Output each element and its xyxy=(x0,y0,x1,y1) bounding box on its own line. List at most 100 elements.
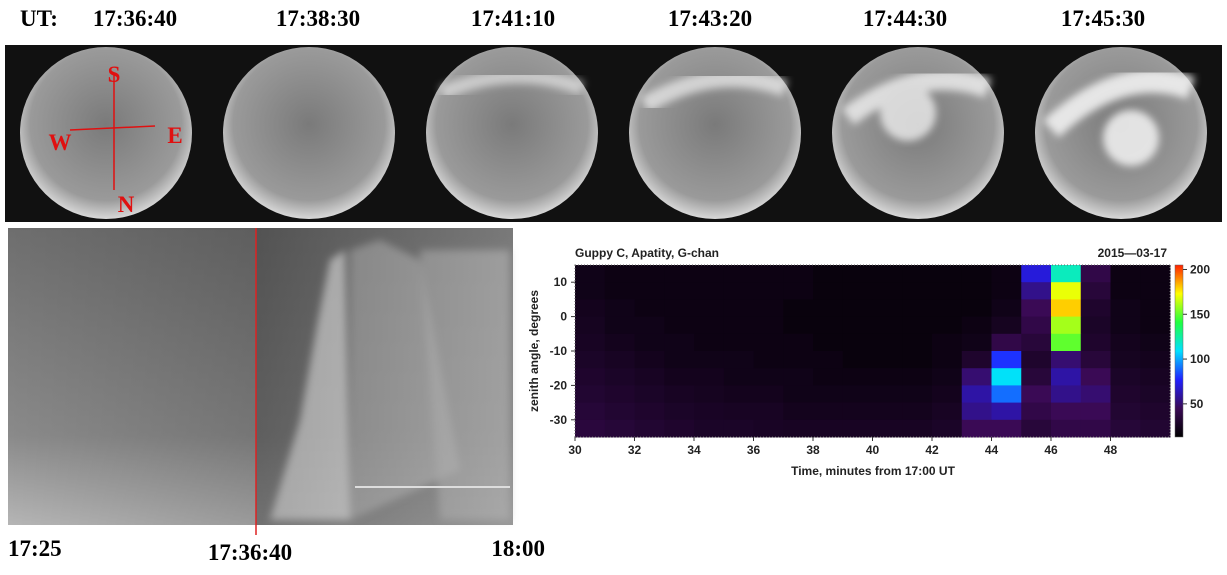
ut-label: UT: xyxy=(20,6,58,31)
heatmap-cell xyxy=(1021,385,1051,403)
heatmap-cell xyxy=(932,265,962,283)
heatmap-cell xyxy=(754,420,784,438)
compass-east: E xyxy=(167,123,182,148)
x-axis-label: Time, minutes from 17:00 UT xyxy=(791,464,955,478)
heatmap-cell xyxy=(932,385,962,403)
heatmap-cell xyxy=(962,317,992,335)
heatmap-cell xyxy=(635,403,665,421)
heatmap-cell xyxy=(694,385,724,403)
keogram-start: 17:25 xyxy=(8,536,62,561)
heatmap-cell xyxy=(783,299,813,317)
heatmap-cell xyxy=(962,334,992,352)
heatmap-cell xyxy=(932,282,962,300)
heatmap-cell xyxy=(575,368,605,386)
chart-subtitle: 2015—03-17 xyxy=(1098,246,1168,260)
heatmap-cell xyxy=(754,317,784,335)
heatmap-cell xyxy=(992,368,1022,386)
heatmap-cell xyxy=(992,299,1022,317)
heatmap-cell xyxy=(813,403,843,421)
heatmap-cell xyxy=(902,385,932,403)
heatmap-cell xyxy=(1140,334,1170,352)
heatmap-cell xyxy=(1140,299,1170,317)
x-tick-label: 44 xyxy=(985,443,999,457)
heatmap-cell xyxy=(724,385,754,403)
heatmap-cell xyxy=(992,282,1022,300)
heatmap-cell xyxy=(605,317,635,335)
heatmap-cell xyxy=(724,265,754,283)
x-tick-label: 48 xyxy=(1104,443,1118,457)
heatmap-cell xyxy=(1111,265,1141,283)
heatmap-cell xyxy=(1081,334,1111,352)
heatmap-cell xyxy=(605,351,635,369)
heatmap-cell xyxy=(873,351,903,369)
aurora-burst xyxy=(880,85,936,141)
heatmap-cell xyxy=(813,299,843,317)
colorbar-tick-label: 150 xyxy=(1190,307,1210,321)
heatmap-cell xyxy=(1140,265,1170,283)
heatmap-cell xyxy=(902,299,932,317)
heatmap-cell xyxy=(843,385,873,403)
heatmap-cell xyxy=(783,420,813,438)
x-tick-label: 32 xyxy=(628,443,642,457)
heatmap-cell xyxy=(783,317,813,335)
heatmap-cell xyxy=(783,385,813,403)
heatmap-cell xyxy=(694,317,724,335)
keogram-shade xyxy=(8,228,513,525)
colorbar xyxy=(1175,265,1183,437)
heatmap-cell xyxy=(873,317,903,335)
heatmap-cell xyxy=(783,403,813,421)
heatmap-cell xyxy=(1051,334,1081,352)
heatmap-cell xyxy=(1081,265,1111,283)
heatmap-cell xyxy=(605,282,635,300)
heatmap-cell xyxy=(754,334,784,352)
heatmap-cell xyxy=(694,403,724,421)
heatmap-cell xyxy=(1021,351,1051,369)
figure: UT: 17:36:4017:38:3017:41:1017:43:2017:4… xyxy=(0,0,1227,570)
heatmap-cells xyxy=(575,265,1171,438)
heatmap-cell xyxy=(635,368,665,386)
heatmap-cell xyxy=(724,282,754,300)
heatmap-cell xyxy=(1051,351,1081,369)
heatmap-cell xyxy=(873,334,903,352)
heatmap-cell xyxy=(962,265,992,283)
heatmap-cell xyxy=(1021,368,1051,386)
x-tick-label: 34 xyxy=(687,443,701,457)
heatmap-cell xyxy=(1140,368,1170,386)
heatmap-cell xyxy=(635,299,665,317)
heatmap-cell xyxy=(694,282,724,300)
frame-time: 17:41:10 xyxy=(471,6,555,31)
heatmap-cell xyxy=(1051,317,1081,335)
heatmap-cell xyxy=(902,403,932,421)
heatmap-cell xyxy=(873,368,903,386)
heatmap-cell xyxy=(575,282,605,300)
x-tick-label: 42 xyxy=(925,443,939,457)
heatmap-cell xyxy=(575,403,605,421)
heatmap-cell xyxy=(1081,299,1111,317)
heatmap-cell xyxy=(575,334,605,352)
heatmap-cell xyxy=(1081,385,1111,403)
heatmap-cell xyxy=(1111,420,1141,438)
heatmap-cell xyxy=(1081,317,1111,335)
heatmap-cell xyxy=(754,385,784,403)
heatmap-cell xyxy=(843,334,873,352)
heatmap-cell xyxy=(724,420,754,438)
heatmap-cell xyxy=(724,299,754,317)
heatmap-cell xyxy=(1021,420,1051,438)
heatmap-cell xyxy=(605,420,635,438)
heatmap-cell xyxy=(1081,351,1111,369)
heatmap-cell xyxy=(575,317,605,335)
heatmap-cell xyxy=(724,334,754,352)
colorbar-tick-label: 100 xyxy=(1190,352,1210,366)
heatmap-cell xyxy=(1111,317,1141,335)
heatmap-cell xyxy=(873,282,903,300)
heatmap-cell xyxy=(962,385,992,403)
heatmap-cell xyxy=(962,368,992,386)
sky-image xyxy=(20,47,192,219)
heatmap-cell xyxy=(873,265,903,283)
heatmap-cell xyxy=(635,334,665,352)
heatmap-cell xyxy=(1051,420,1081,438)
y-tick-label: -30 xyxy=(550,413,568,427)
keogram-end: 18:00 xyxy=(491,536,545,561)
heatmap-cell xyxy=(694,299,724,317)
